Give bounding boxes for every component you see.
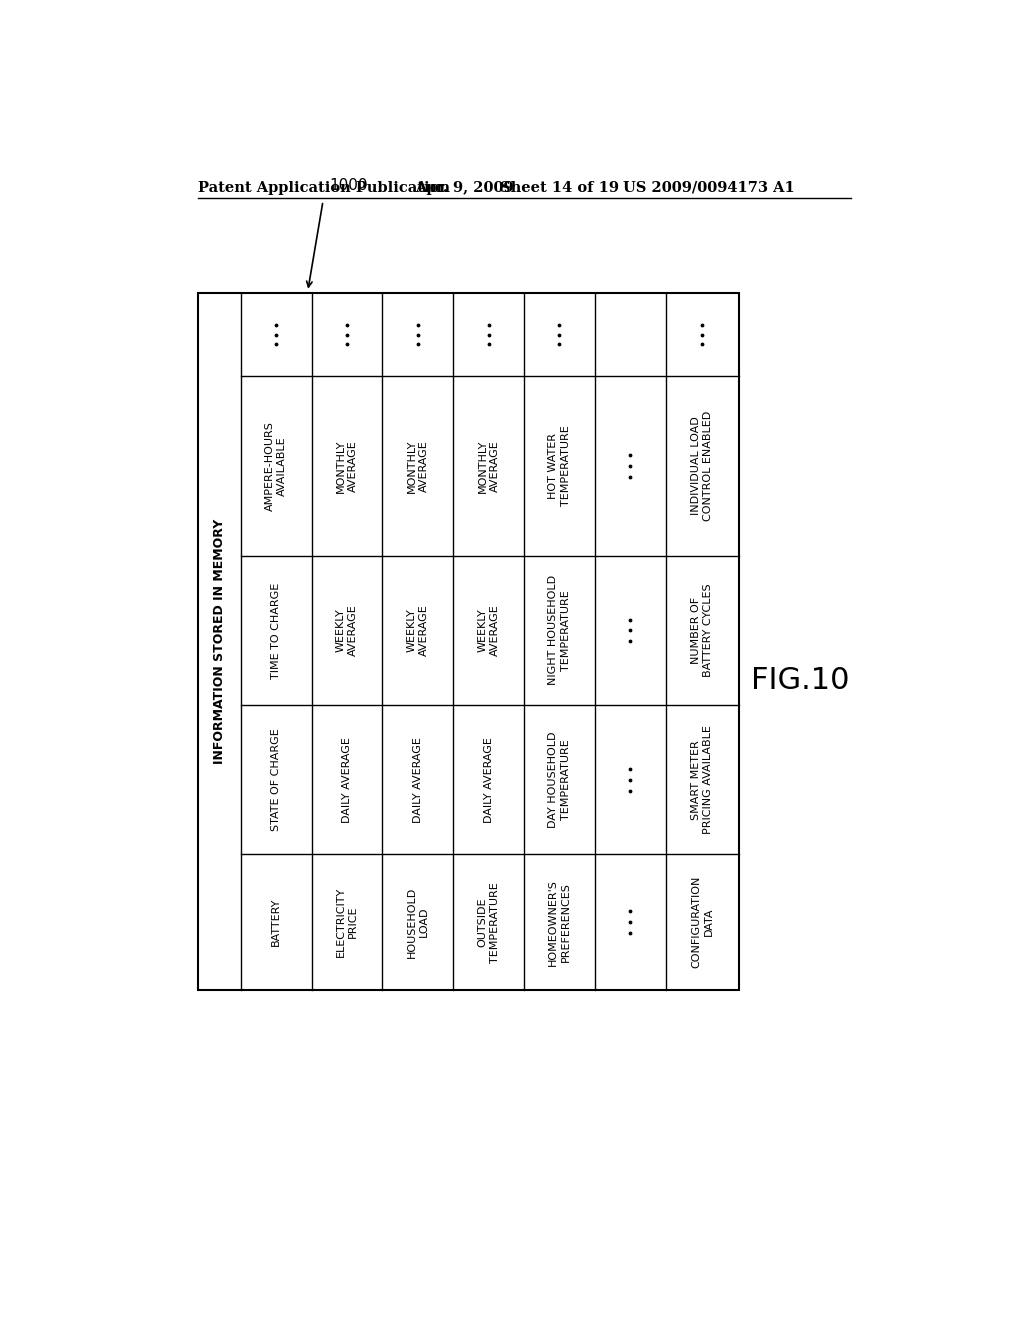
Text: STATE OF CHARGE: STATE OF CHARGE [271,729,282,832]
Text: MONTHLY
AVERAGE: MONTHLY AVERAGE [407,440,429,492]
Text: DAY HOUSEHOLD
TEMPERATURE: DAY HOUSEHOLD TEMPERATURE [548,731,570,828]
Text: DAILY AVERAGE: DAILY AVERAGE [413,737,423,822]
Text: SMART METER
PRICING AVAILABLE: SMART METER PRICING AVAILABLE [691,726,714,834]
Text: 1000: 1000 [330,178,368,193]
Bar [199,293,739,990]
Text: INDIVIDUAL LOAD
CONTROL ENABLED: INDIVIDUAL LOAD CONTROL ENABLED [691,411,714,521]
Text: INFORMATION STORED IN MEMORY: INFORMATION STORED IN MEMORY [213,519,226,764]
Text: Sheet 14 of 19: Sheet 14 of 19 [500,181,620,194]
Text: TIME TO CHARGE: TIME TO CHARGE [271,582,282,678]
Text: AMPERE-HOURS
AVAILABLE: AMPERE-HOURS AVAILABLE [265,421,288,511]
Text: MONTHLY
AVERAGE: MONTHLY AVERAGE [477,440,500,492]
Text: MONTHLY
AVERAGE: MONTHLY AVERAGE [336,440,358,492]
Text: CONFIGURATION
DATA: CONFIGURATION DATA [691,876,714,969]
Text: HOT WATER
TEMPERATURE: HOT WATER TEMPERATURE [548,425,570,507]
Text: Apr. 9, 2009: Apr. 9, 2009 [416,181,514,194]
Text: DAILY AVERAGE: DAILY AVERAGE [342,737,352,822]
Text: HOUSEHOLD
LOAD: HOUSEHOLD LOAD [407,887,429,958]
Text: HOMEOWNER'S
PREFERENCES: HOMEOWNER'S PREFERENCES [548,879,570,966]
Text: US 2009/0094173 A1: US 2009/0094173 A1 [624,181,795,194]
Text: NUMBER OF
BATTERY CYCLES: NUMBER OF BATTERY CYCLES [691,583,714,677]
Text: NIGHT HOUSEHOLD
TEMPERATURE: NIGHT HOUSEHOLD TEMPERATURE [548,576,570,685]
Text: Patent Application Publication: Patent Application Publication [199,181,451,194]
Text: WEEKLY
AVERAGE: WEEKLY AVERAGE [336,605,358,656]
Text: WEEKLY
AVERAGE: WEEKLY AVERAGE [407,605,429,656]
Text: OUTSIDE
TEMPERATURE: OUTSIDE TEMPERATURE [477,882,500,962]
Text: ELECTRICITY
PRICE: ELECTRICITY PRICE [336,887,358,957]
Text: BATTERY: BATTERY [271,898,282,946]
Text: FIG.10: FIG.10 [752,665,850,694]
Text: DAILY AVERAGE: DAILY AVERAGE [483,737,494,822]
Text: WEEKLY
AVERAGE: WEEKLY AVERAGE [477,605,500,656]
